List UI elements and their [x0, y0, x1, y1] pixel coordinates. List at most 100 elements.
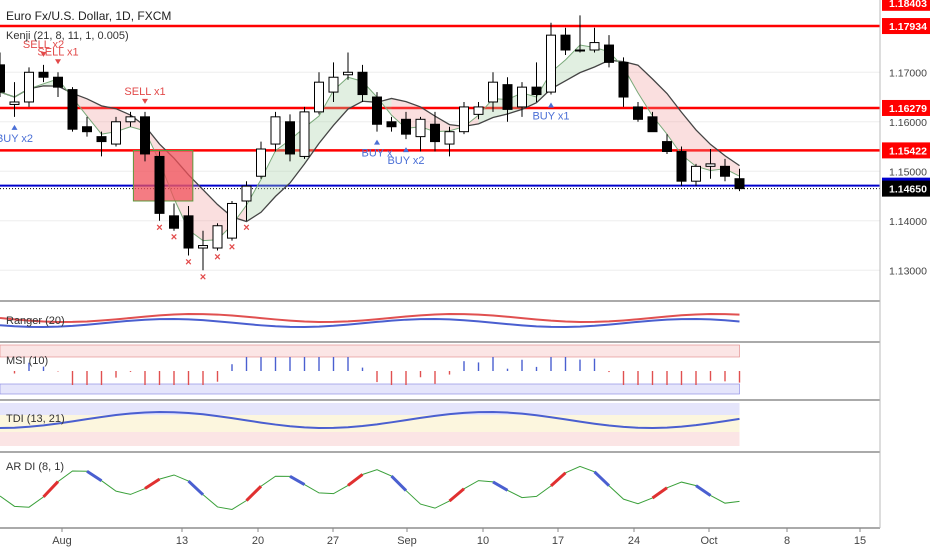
price-label-tag [882, 180, 930, 197]
candle[interactable] [662, 134, 672, 154]
candle[interactable] [473, 101, 484, 120]
price-label-tag [882, 142, 930, 159]
candle[interactable] [444, 126, 455, 157]
candle-body [444, 131, 455, 145]
candle[interactable] [386, 116, 397, 132]
candle[interactable] [647, 111, 658, 133]
candle[interactable] [676, 146, 687, 187]
candle[interactable] [734, 168, 745, 192]
candle[interactable] [488, 72, 498, 112]
candle[interactable] [38, 64, 49, 83]
candle[interactable] [343, 52, 353, 80]
candle-body [212, 225, 223, 249]
candle[interactable] [212, 223, 223, 251]
tdi-line [0, 411, 740, 429]
price-axis-bg [880, 0, 932, 550]
candle[interactable] [691, 163, 701, 187]
candle[interactable] [589, 27, 600, 53]
candle[interactable] [531, 62, 542, 102]
candle[interactable] [183, 205, 194, 256]
candle[interactable] [198, 230, 208, 271]
candle[interactable] [705, 149, 716, 179]
candle[interactable] [111, 116, 121, 147]
candle[interactable] [372, 92, 382, 132]
time-tick-label: Aug [52, 535, 72, 547]
sell-signal-label: SELL x2 [23, 39, 64, 51]
tdi-lower-band [0, 432, 740, 446]
sell-signal: SELL x1 [124, 86, 166, 104]
price-tick-label: 1.17000 [889, 67, 927, 79]
ardi-line [0, 465, 740, 510]
candle-body [53, 76, 63, 88]
candle-body [517, 86, 527, 108]
candle[interactable] [140, 111, 150, 162]
candle[interactable] [227, 200, 237, 241]
candle-body [125, 116, 136, 123]
candle-body [473, 106, 484, 115]
time-axis: Aug 13 20 27 Sep 10 17 24 Oct 8 15 [52, 528, 866, 547]
candle[interactable] [517, 82, 527, 117]
candle[interactable] [53, 72, 63, 98]
candle[interactable] [459, 101, 469, 135]
candle[interactable] [720, 158, 730, 182]
candle[interactable] [328, 62, 339, 102]
candle[interactable] [24, 67, 34, 107]
candle-body [343, 71, 353, 76]
candle[interactable] [430, 111, 440, 152]
candle[interactable] [67, 87, 78, 132]
candle-body [357, 71, 368, 96]
ma-band [478, 98, 493, 124]
ma-band [261, 150, 276, 213]
candle[interactable] [546, 22, 556, 95]
time-tick-label: Oct [700, 535, 717, 547]
time-tick-label: 27 [327, 535, 339, 547]
candle[interactable] [285, 114, 295, 162]
candle[interactable] [560, 27, 571, 55]
candle[interactable] [0, 52, 5, 98]
candle[interactable] [270, 111, 281, 152]
sell-arrow-icon [142, 98, 148, 104]
ardi-highlight [651, 486, 668, 500]
grid [0, 71, 880, 271]
buy-arrow-icon [548, 102, 554, 108]
candle[interactable] [299, 106, 310, 159]
candle[interactable] [633, 101, 643, 122]
candle[interactable] [618, 57, 629, 107]
candle-body [270, 116, 281, 145]
time-tick-label: 15 [854, 535, 866, 547]
ardi-highlight [448, 487, 465, 503]
candle[interactable] [241, 181, 252, 221]
candle[interactable] [256, 141, 266, 179]
candle-body [140, 116, 150, 155]
candle[interactable] [96, 131, 107, 157]
ardi-highlight [593, 470, 611, 487]
price-axis: 1.17000 1.16000 1.15000 1.14000 1.13000 1.184… [879, 0, 932, 550]
price-label-text: 1.15422 [889, 145, 927, 157]
candle[interactable] [502, 77, 513, 122]
candle[interactable] [82, 116, 92, 137]
buy-signal-label: BUY x2 [0, 133, 33, 145]
ardi-highlight [549, 471, 567, 488]
candle[interactable] [357, 64, 368, 102]
candle[interactable] [575, 15, 585, 53]
indicator-title: Kenji (21, 8, 11, 1, 0.005) [6, 30, 129, 42]
candle[interactable] [314, 72, 324, 115]
candle[interactable] [415, 116, 426, 152]
candle[interactable] [9, 82, 20, 117]
candle[interactable] [401, 111, 411, 140]
price-tick-label: 1.15000 [889, 166, 927, 178]
candle-body [662, 141, 672, 152]
price-label-text: 1.16279 [889, 103, 927, 115]
candle[interactable] [125, 111, 136, 127]
candle[interactable] [169, 203, 179, 231]
ma-band [667, 93, 682, 155]
ma-band [638, 65, 653, 117]
candle-body [705, 163, 716, 167]
candle[interactable] [154, 151, 165, 221]
ma-band [580, 45, 595, 73]
candle[interactable] [604, 35, 614, 68]
price-tick-label: 1.14000 [889, 216, 927, 228]
buy-signal: BUY x1 [532, 102, 570, 123]
